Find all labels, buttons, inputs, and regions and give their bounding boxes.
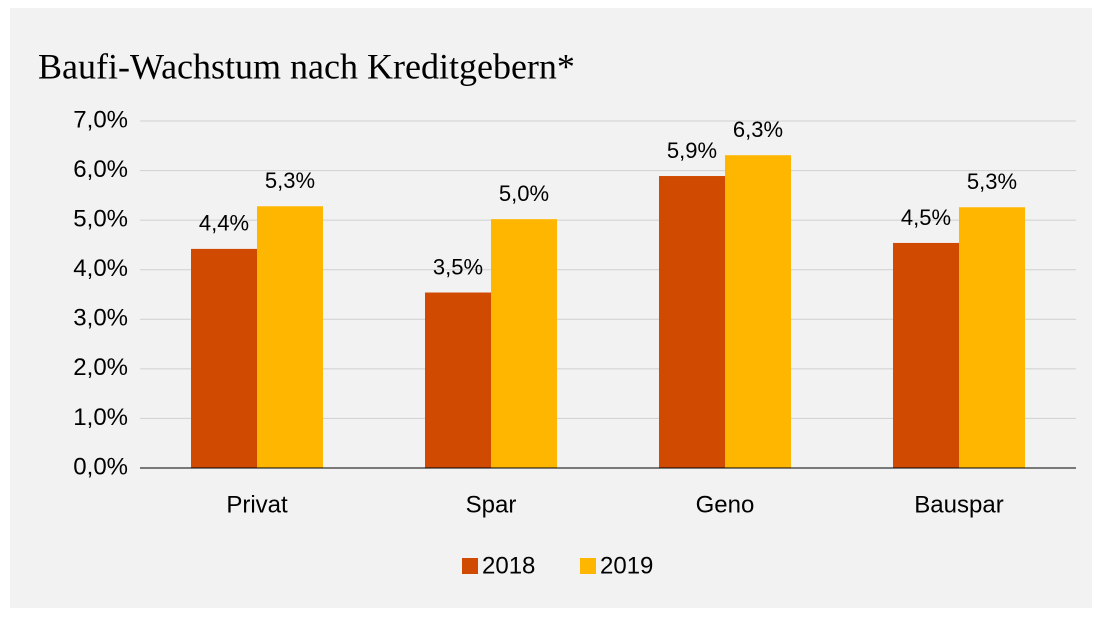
y-tick-label: 5,0%: [73, 205, 128, 232]
data-label: 5,0%: [499, 181, 549, 206]
data-label: 3,5%: [433, 254, 483, 279]
data-label: 6,3%: [733, 117, 783, 142]
x-tick-label: Spar: [466, 491, 517, 518]
y-tick-label: 4,0%: [73, 255, 128, 282]
legend-swatch: [580, 558, 596, 574]
y-tick-label: 7,0%: [73, 106, 128, 133]
legend-label: 2018: [482, 552, 535, 579]
x-tick-label: Privat: [226, 491, 288, 518]
y-tick-label: 3,0%: [73, 305, 128, 332]
legend-label: 2019: [600, 552, 653, 579]
bar: [191, 248, 257, 468]
bar: [425, 292, 491, 468]
data-label: 4,4%: [199, 211, 249, 236]
chart-title: Baufi-Wachstum nach Kreditgebern*: [38, 46, 575, 86]
data-label: 5,9%: [667, 138, 717, 163]
bar: [893, 242, 959, 468]
data-label: 5,3%: [967, 169, 1017, 194]
bar: [257, 206, 323, 468]
y-tick-label: 6,0%: [73, 156, 128, 183]
legend-swatch: [462, 558, 478, 574]
y-tick-label: 0,0%: [73, 453, 128, 480]
bar: [959, 207, 1025, 469]
bar: [725, 155, 791, 468]
x-tick-label: Bauspar: [914, 491, 1003, 518]
y-tick-label: 2,0%: [73, 354, 128, 381]
y-tick-label: 1,0%: [73, 404, 128, 431]
data-label: 4,5%: [901, 205, 951, 230]
x-tick-label: Geno: [696, 491, 755, 518]
bar: [491, 219, 557, 468]
bar: [659, 176, 725, 468]
data-label: 5,3%: [265, 168, 315, 193]
